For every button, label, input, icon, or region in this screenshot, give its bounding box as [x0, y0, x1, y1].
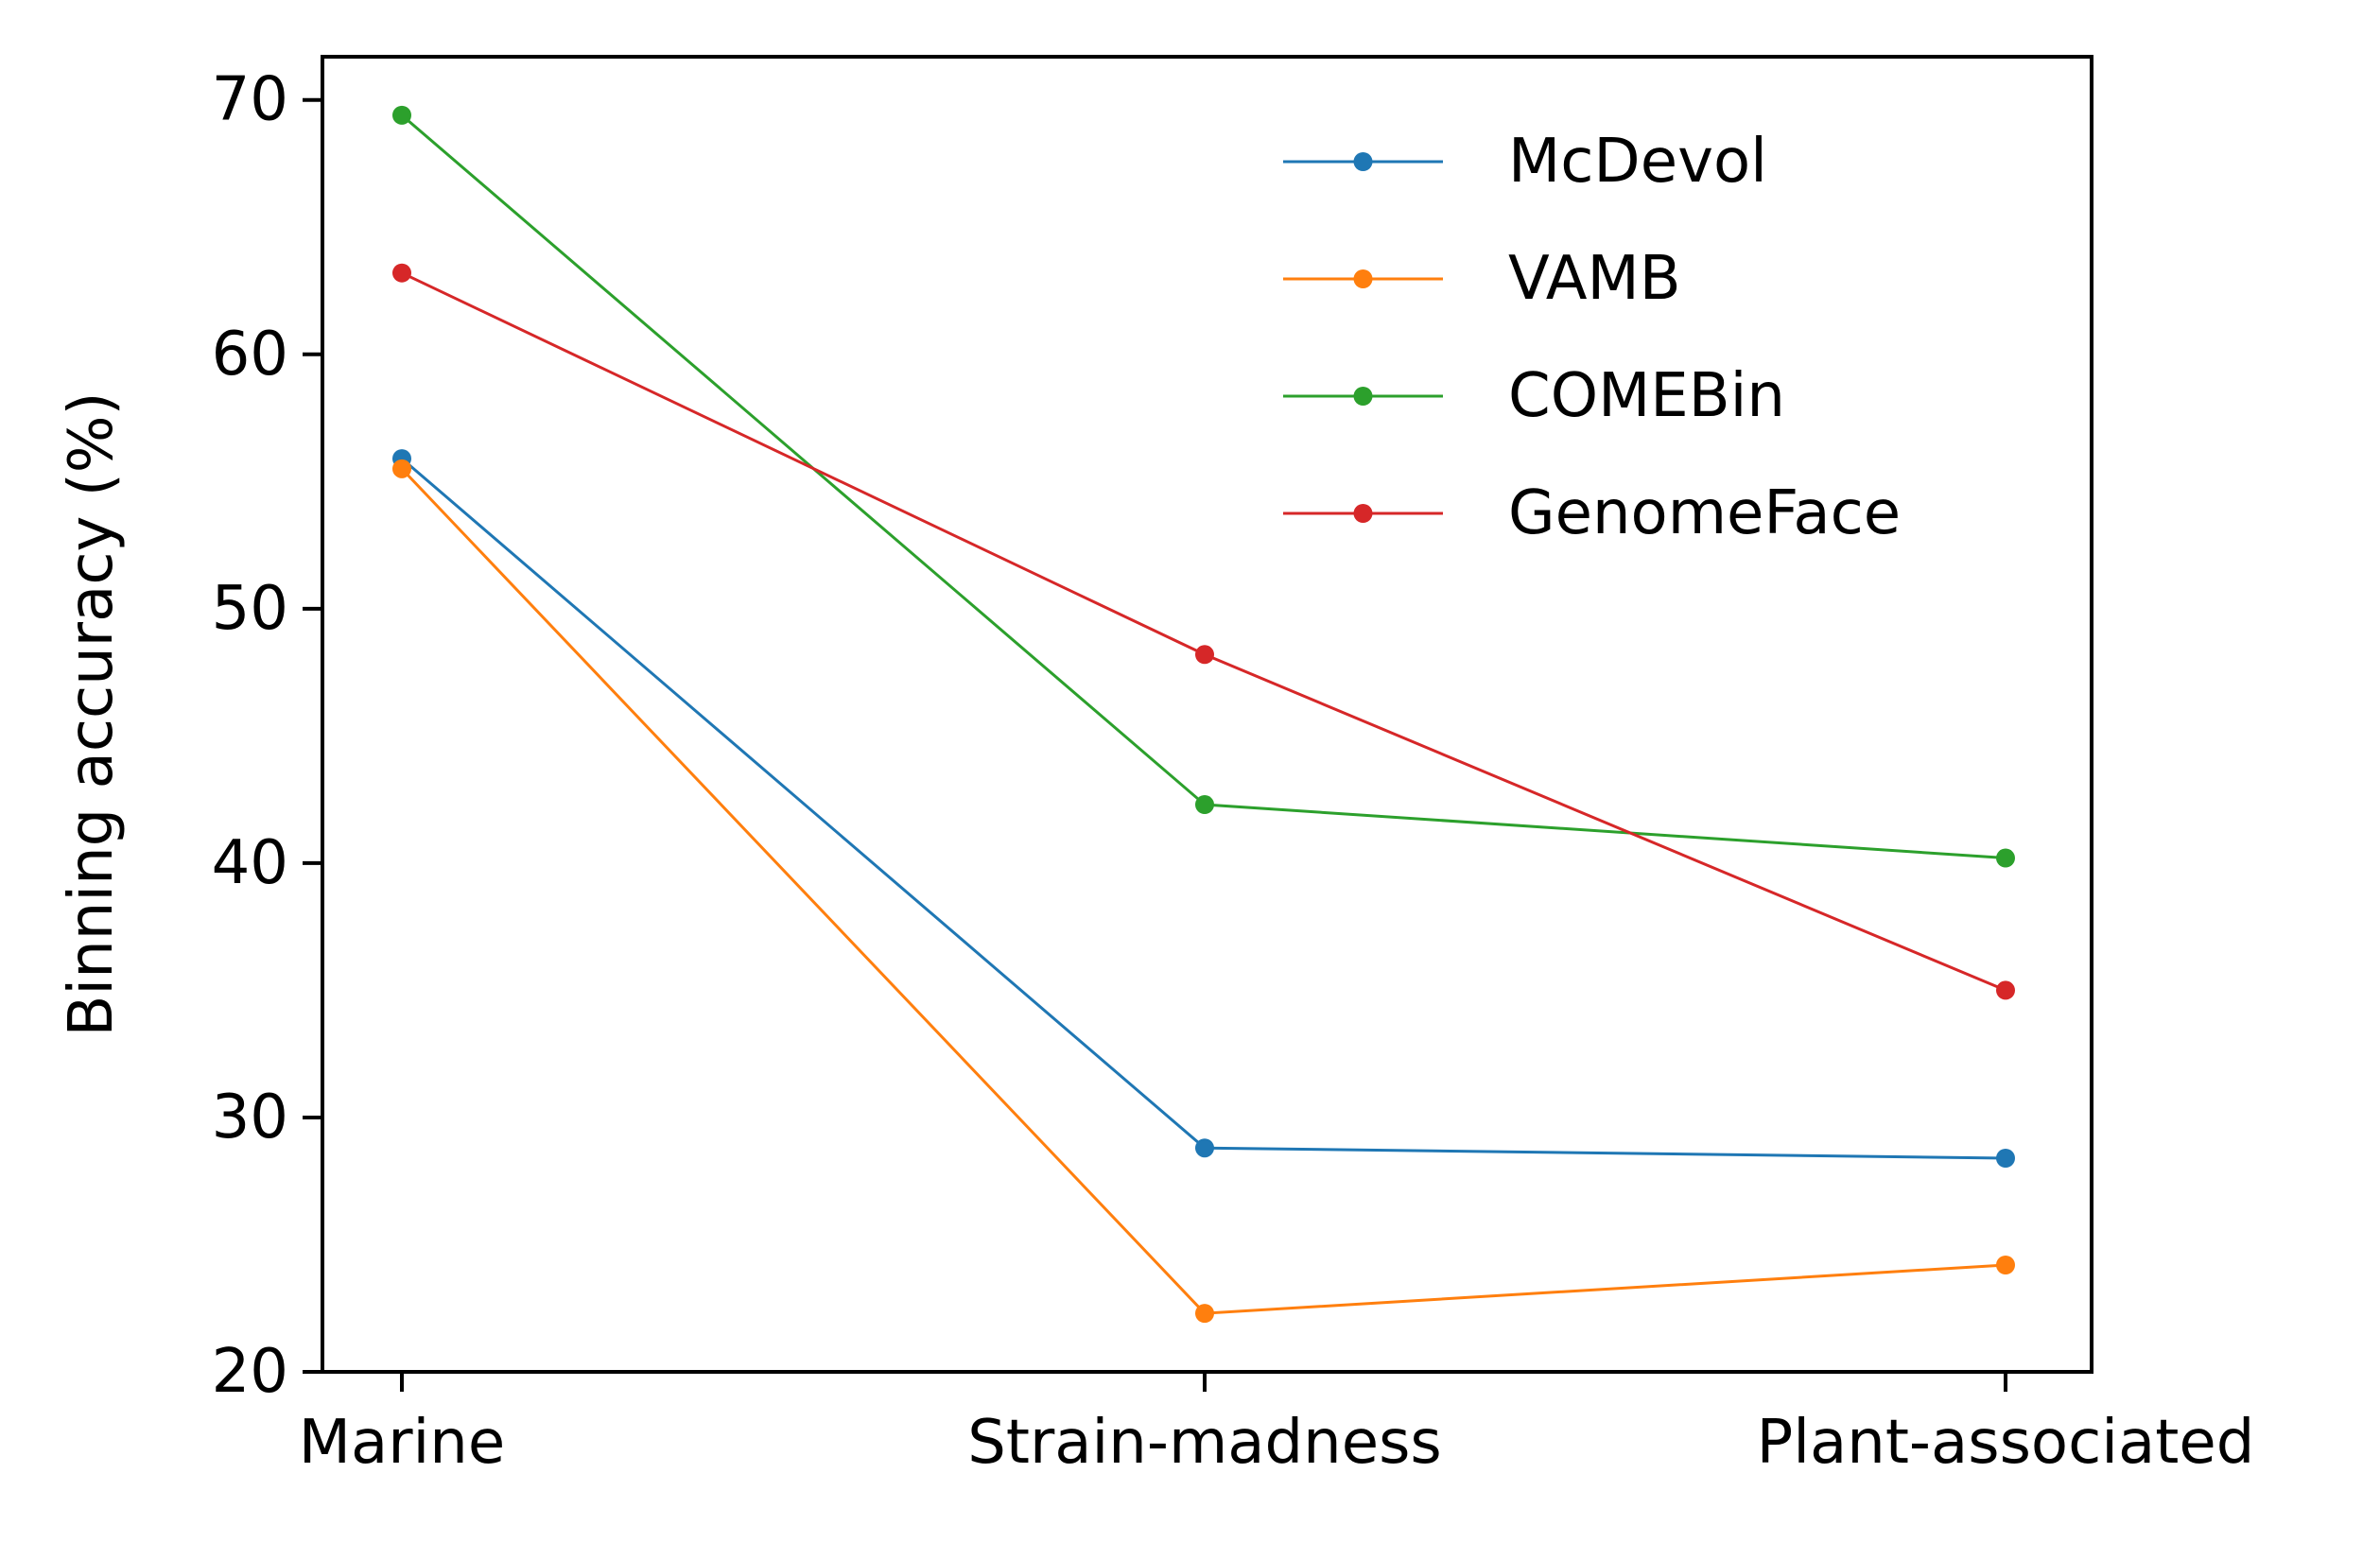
data-point-vamb-0: [392, 459, 411, 478]
y-axis-label: Binning accuracy (%): [57, 392, 127, 1037]
legend-marker-vamb: [1353, 269, 1373, 288]
x-tick-label-2: Plant-associated: [1757, 1408, 2255, 1478]
legend-marker-comebin: [1353, 387, 1373, 406]
y-tick-label-50: 50: [212, 574, 288, 644]
data-point-genomeface-0: [392, 263, 411, 283]
y-tick-label-60: 60: [212, 320, 288, 390]
y-tick-label-40: 40: [212, 828, 288, 898]
data-point-comebin-0: [392, 105, 411, 125]
data-point-mcdevol-1: [1195, 1138, 1214, 1158]
data-point-comebin-2: [1996, 848, 2015, 868]
series-line-vamb: [400, 467, 2006, 1315]
legend-label-comebin: COMEBin: [1508, 361, 1785, 431]
axes-layer: 20 30 40 50 60 70 Marine Strain-madness Plant-as…: [57, 55, 2255, 1478]
y-tick-label-20: 20: [212, 1337, 288, 1407]
legend-marker-genomeface: [1353, 504, 1373, 523]
legend: McDevol VAMB COMEBin GenomeFace: [1283, 127, 1901, 548]
legend-label-genomeface: GenomeFace: [1508, 478, 1901, 548]
data-point-vamb-2: [1996, 1255, 2015, 1274]
legend-label-mcdevol: McDevol: [1508, 127, 1767, 197]
plot-frame: [321, 55, 2093, 1374]
y-tick-label-30: 30: [212, 1083, 288, 1153]
data-point-vamb-1: [1195, 1304, 1214, 1324]
legend-label-vamb: VAMB: [1508, 244, 1681, 314]
x-tick-label-0: Marine: [299, 1408, 505, 1478]
y-tick-label-70: 70: [212, 65, 288, 135]
x-tick-label-1: Strain-madness: [967, 1408, 1442, 1478]
data-point-genomeface-1: [1195, 645, 1214, 665]
series-layer: [392, 105, 2015, 1324]
data-point-genomeface-2: [1996, 980, 2015, 1000]
data-point-mcdevol-2: [1996, 1148, 2015, 1168]
legend-marker-mcdevol: [1353, 152, 1373, 171]
data-point-comebin-1: [1195, 795, 1214, 815]
